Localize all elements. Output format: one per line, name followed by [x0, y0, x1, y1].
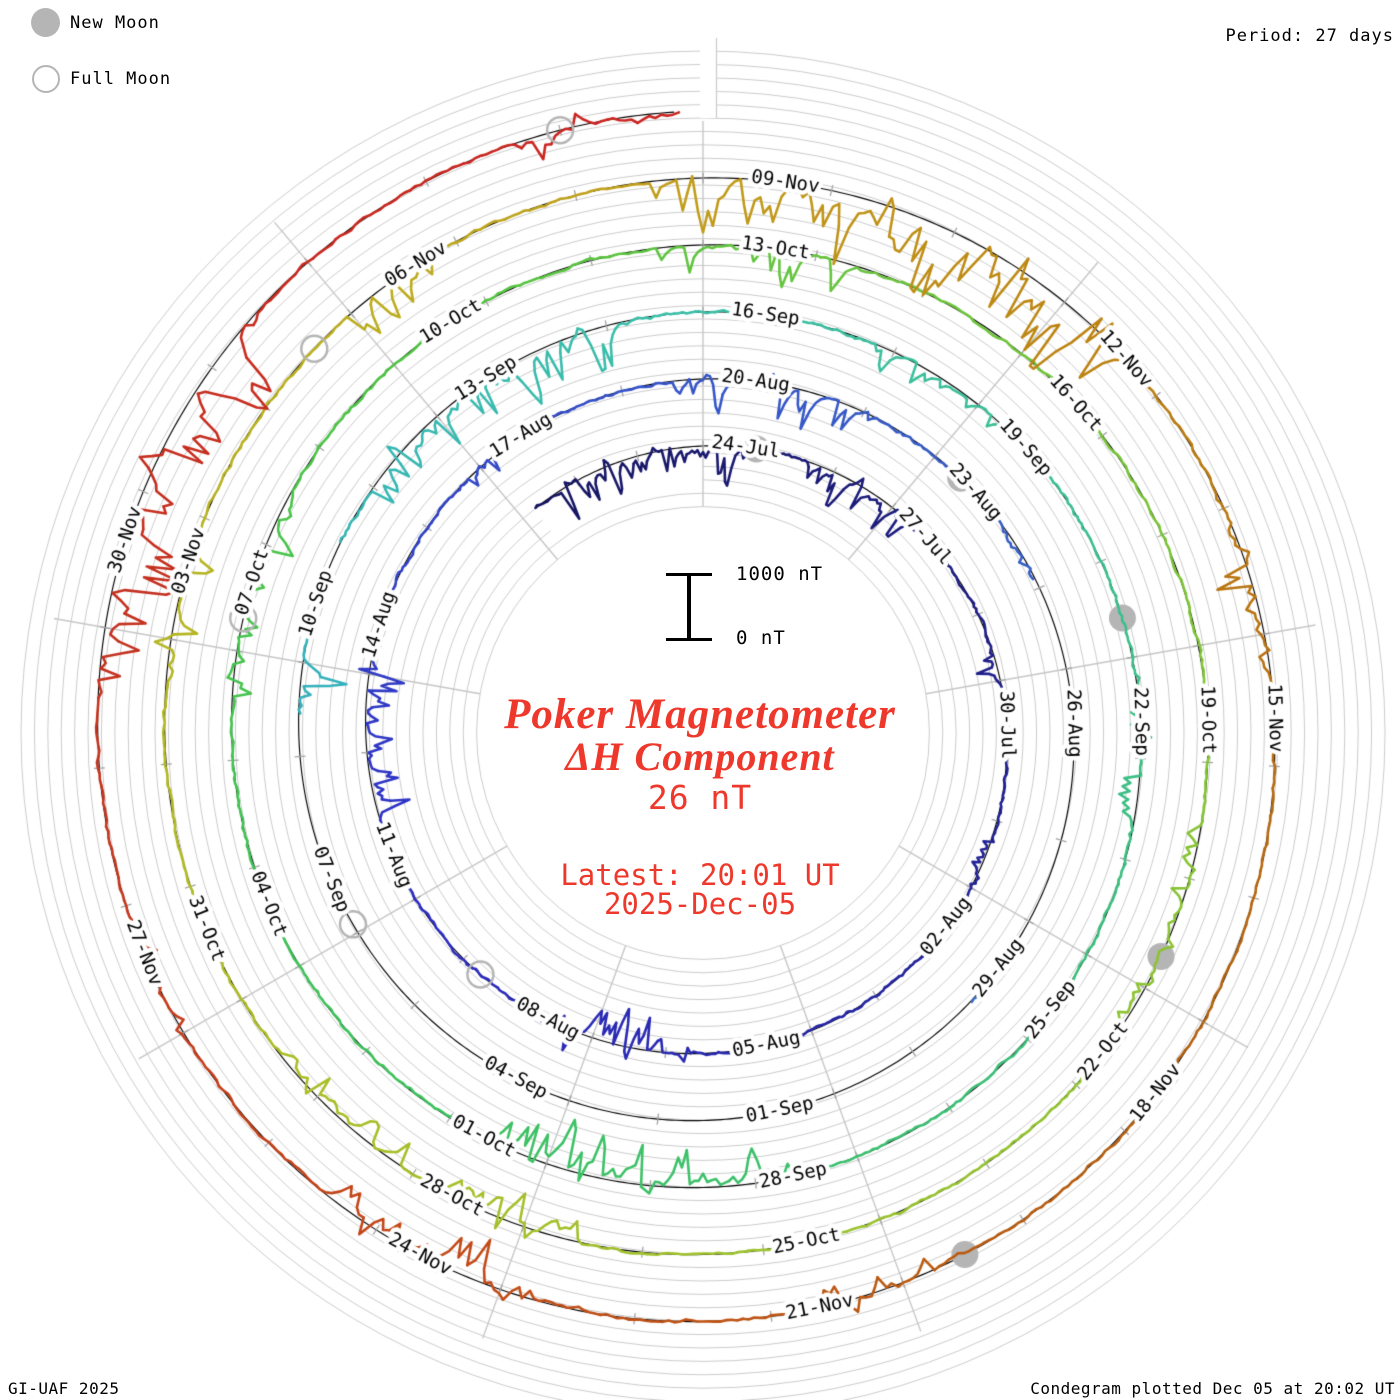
scale-bar: 1000 nT 0 nT	[666, 563, 836, 649]
scale-bar-bottom-cap	[666, 638, 712, 641]
new-moon-legend-label: New Moon	[70, 13, 160, 33]
full-moon-legend-label: Full Moon	[70, 69, 172, 89]
plot-title-line2: ΔH Component	[565, 734, 835, 779]
new-moon-icon	[31, 8, 60, 37]
latest-time-line1: Latest: 20:01 UT	[560, 858, 840, 892]
latest-time-line2: 2025-Dec-05	[603, 887, 797, 921]
plot-title-line1: Poker Magnetometer	[504, 691, 896, 738]
scale-bar-min-label: 0 nT	[736, 627, 786, 649]
credit-label: GI-UAF 2025	[8, 1379, 120, 1398]
plotted-time-label: Condegram plotted Dec 05 at 20:02 UT	[1030, 1379, 1395, 1398]
current-value: 26 nT	[647, 778, 753, 817]
full-moon-icon	[32, 65, 60, 93]
scale-bar-line	[687, 574, 691, 640]
period-label: Period: 27 days	[1225, 26, 1394, 46]
scale-bar-max-label: 1000 nT	[736, 563, 824, 585]
